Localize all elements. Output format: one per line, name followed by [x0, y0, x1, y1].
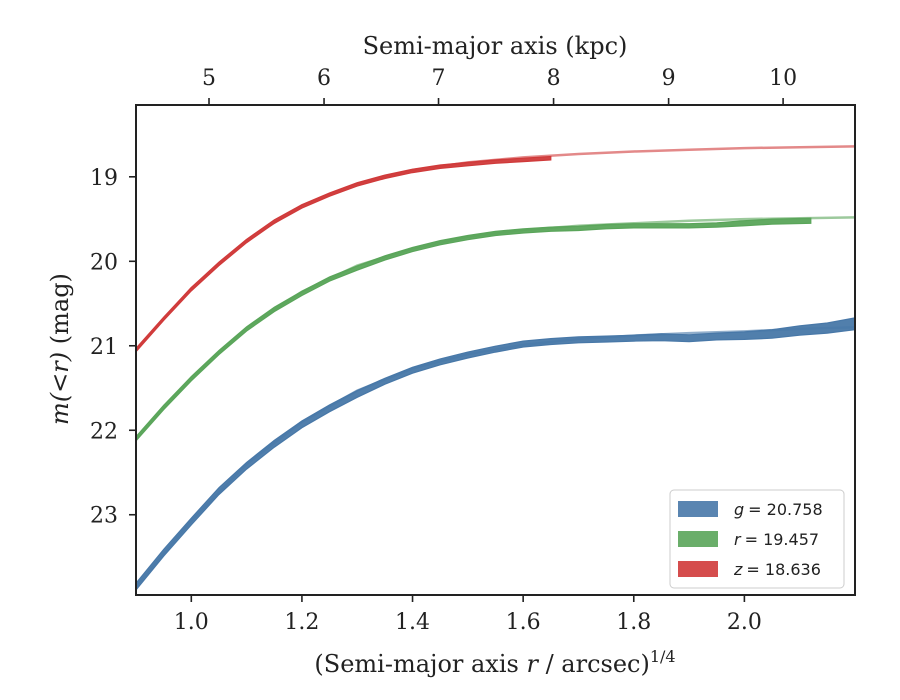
y-tick-label: 21: [90, 335, 118, 360]
x-tick-label: 1.0: [174, 610, 209, 635]
band-r: [136, 217, 812, 442]
y-axis-title-math: m(<r): [46, 352, 74, 425]
top-tick-label: 5: [202, 66, 216, 91]
legend-swatch-g: [678, 501, 718, 517]
legend-swatch-z: [678, 561, 718, 577]
top-tick-label: 8: [547, 66, 561, 91]
x-tick-label: 1.6: [506, 610, 541, 635]
top-tick-label: 7: [432, 66, 446, 91]
x-axis-title-post: / arcsec): [538, 650, 650, 678]
y-tick-label: 23: [90, 504, 118, 529]
axes-layer: 1.0 1.2 1.4 1.6 1.8 2.0 19 20 21 22 23 5 6 7 8 9 10: [90, 66, 797, 635]
y-tick-label: 19: [90, 166, 118, 191]
legend-entry-g: g = 20.758: [678, 500, 823, 519]
y-axis-title: m(<r) (mag): [46, 273, 74, 425]
top-tick-label: 6: [317, 66, 331, 91]
top-tick-label: 10: [769, 66, 797, 91]
legend-entry-z: z = 18.636: [678, 560, 821, 579]
band-z: [136, 155, 552, 353]
x-axis-title-sup: 1/4: [650, 647, 676, 666]
band-g: [136, 317, 855, 591]
legend-swatch-r: [678, 531, 718, 547]
legend-entry-r: r = 19.457: [678, 530, 819, 549]
x-tick-label: 2.0: [727, 610, 762, 635]
plot-frame: [135, 104, 856, 596]
x-axis-title-pre: (Semi-major axis: [314, 650, 526, 678]
x-axis-title-var: r: [526, 650, 539, 678]
y-tick-label: 20: [90, 250, 118, 275]
y-axis-title-unit: (mag): [46, 273, 74, 352]
x-tick-label: 1.2: [284, 610, 319, 635]
series-layer: [136, 145, 855, 591]
legend-label-z: z = 18.636: [733, 560, 821, 579]
legend-label-r: r = 19.457: [734, 530, 819, 549]
legend: g = 20.758 r = 19.457 z = 18.636: [669, 489, 845, 589]
x-tick-label: 1.4: [395, 610, 430, 635]
y-tick-label: 22: [90, 419, 118, 444]
x-tick-label: 1.8: [616, 610, 651, 635]
x-axis-title: (Semi-major axis r / arcsec)1/4: [314, 647, 675, 678]
top-axis-title: Semi-major axis (kpc): [363, 32, 628, 60]
top-tick-label: 9: [662, 66, 676, 91]
legend-label-g: g = 20.758: [734, 500, 823, 519]
